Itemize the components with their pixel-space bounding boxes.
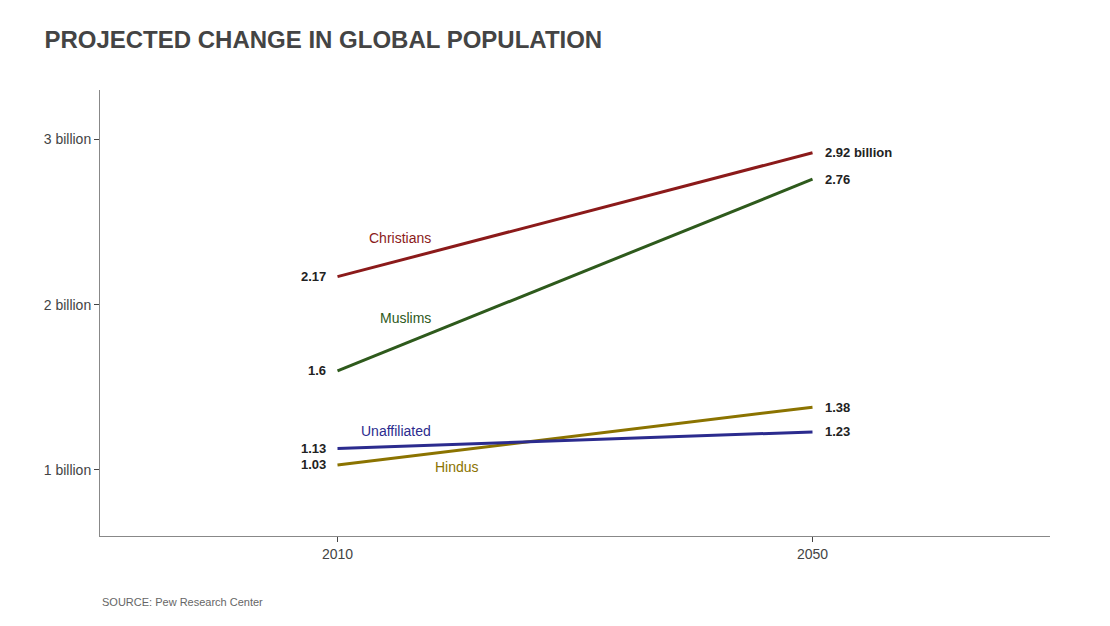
svg-text:1 billion: 1 billion: [44, 462, 91, 478]
svg-text:1.38: 1.38: [825, 400, 850, 415]
svg-text:Hindus: Hindus: [435, 459, 479, 475]
svg-text:Unaffiliated: Unaffiliated: [361, 423, 431, 439]
svg-text:2.17: 2.17: [301, 269, 326, 284]
svg-text:1.03: 1.03: [301, 457, 326, 472]
svg-text:1.6: 1.6: [308, 363, 326, 378]
svg-text:PROJECTED CHANGE IN GLOBAL POP: PROJECTED CHANGE IN GLOBAL POPULATION: [44, 26, 602, 53]
svg-text:2.92 billion: 2.92 billion: [825, 145, 892, 160]
svg-text:SOURCE: Pew Research Center: SOURCE: Pew Research Center: [102, 596, 263, 608]
svg-text:1.23: 1.23: [825, 424, 850, 439]
svg-text:2050: 2050: [797, 546, 828, 562]
svg-text:Muslims: Muslims: [380, 310, 431, 326]
svg-text:1.13: 1.13: [301, 441, 326, 456]
svg-text:2.76: 2.76: [825, 172, 850, 187]
svg-text:3 billion: 3 billion: [44, 131, 91, 147]
svg-text:Christians: Christians: [369, 230, 431, 246]
svg-text:2010: 2010: [322, 546, 353, 562]
svg-text:2 billion: 2 billion: [44, 297, 91, 313]
